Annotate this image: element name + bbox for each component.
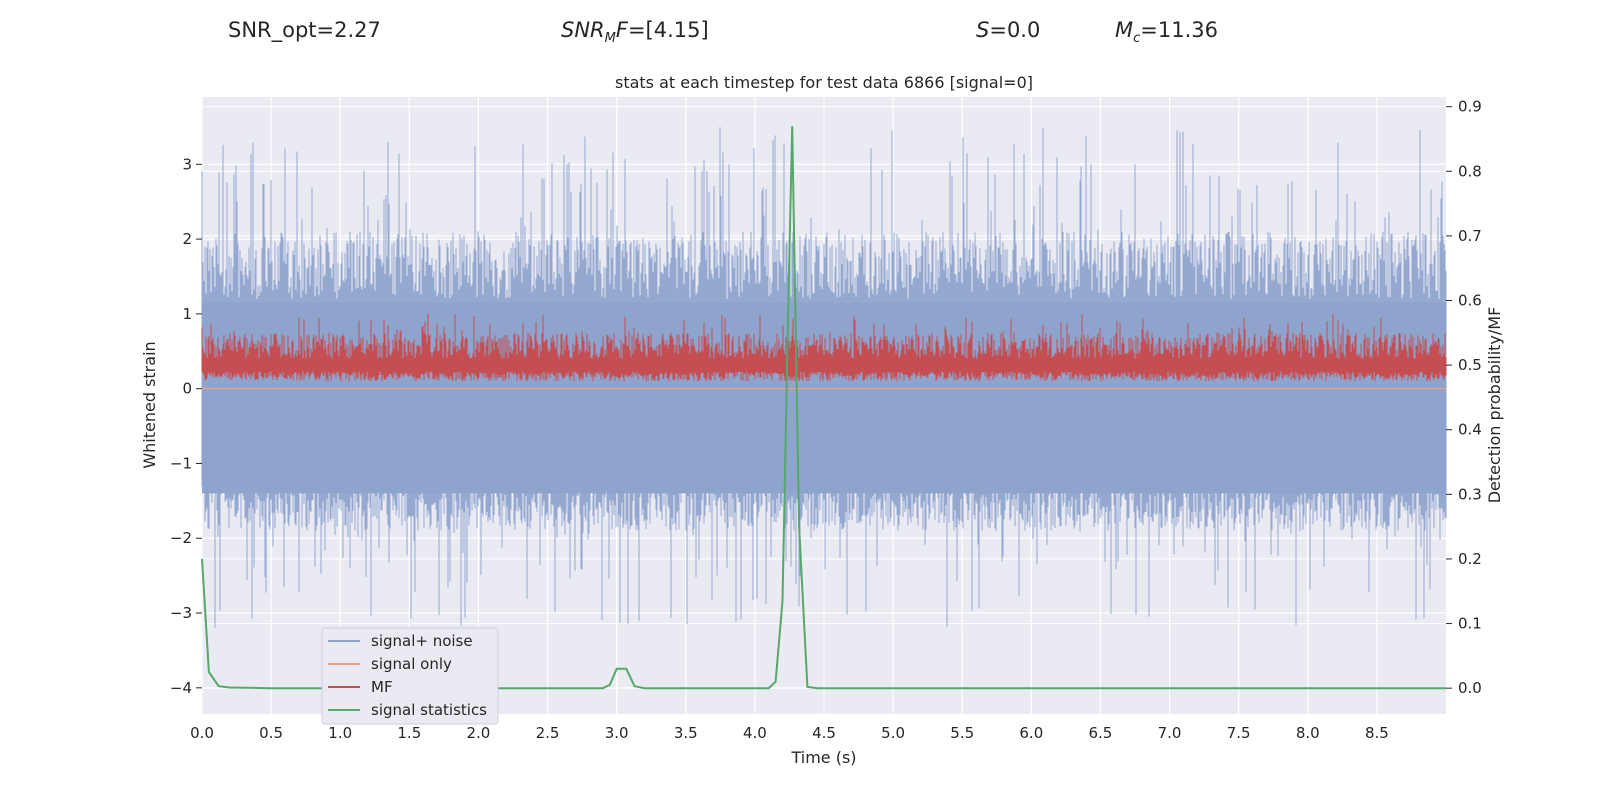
mc-label: Mc=11.36	[1115, 18, 1218, 46]
snr-mf-value: =[4.15]	[627, 18, 709, 42]
x-axis-label: Time (s)	[790, 748, 856, 767]
y-tick-label: 1	[182, 305, 192, 323]
x-tick-label: 8.0	[1296, 724, 1320, 742]
mc-subscript: c	[1133, 31, 1141, 47]
y-tick-label: −1	[170, 454, 192, 472]
y-axis-ticks: −4 −3 −2 −1 0 1 2 3	[170, 155, 202, 697]
y-tick-label: 0	[182, 380, 192, 398]
y-right-tick-label: 0.0	[1458, 679, 1482, 697]
snr-opt-text: SNR_opt=2.27	[228, 18, 381, 42]
x-tick-label: 0.0	[190, 724, 214, 742]
y-right-axis-ticks: 0.0 0.1 0.2 0.3 0.4 0.5 0.6 0.7 0.8 0.9	[1446, 98, 1482, 697]
y-tick-label: 3	[182, 155, 192, 173]
legend: signal+ noise signal only MF signal stat…	[321, 627, 499, 725]
y-right-tick-label: 0.7	[1458, 227, 1482, 245]
snr-mf-tail: F	[615, 18, 628, 42]
x-tick-label: 2.5	[536, 724, 560, 742]
chart-title: stats at each timestep for test data 686…	[615, 73, 1033, 92]
s-symbol: S	[976, 18, 990, 42]
y-tick-label: −2	[170, 529, 192, 547]
x-tick-label: 7.0	[1158, 724, 1182, 742]
y-tick-label: −4	[170, 679, 192, 697]
x-tick-label: 1.5	[397, 724, 421, 742]
y-tick-label: −3	[170, 604, 192, 622]
y-right-tick-label: 0.6	[1458, 292, 1482, 310]
mc-symbol: M	[1115, 18, 1134, 42]
y-axis-label: Whitened strain	[140, 341, 159, 468]
x-tick-label: 2.0	[467, 724, 491, 742]
x-tick-label: 3.0	[605, 724, 629, 742]
snr-mf-label: SNRMF=[4.15]	[561, 18, 709, 46]
y-right-tick-label: 0.5	[1458, 356, 1482, 374]
x-tick-label: 7.5	[1227, 724, 1251, 742]
y-right-tick-label: 0.9	[1458, 98, 1482, 116]
x-tick-label: 1.0	[328, 724, 352, 742]
legend-label-mf: MF	[371, 678, 393, 696]
series-signal-statistics	[201, 126, 1446, 690]
snr-mf-symbol: SNR	[561, 18, 605, 42]
x-tick-label: 5.0	[881, 724, 905, 742]
snr-opt-label: SNR_opt=2.27	[228, 18, 381, 42]
x-tick-label: 6.5	[1089, 724, 1113, 742]
x-tick-label: 5.5	[950, 724, 974, 742]
legend-label-stats: signal statistics	[371, 701, 487, 719]
mf-trace	[201, 313, 1447, 382]
x-tick-label: 8.5	[1365, 724, 1389, 742]
y-right-tick-label: 0.2	[1458, 550, 1482, 568]
series-mf	[201, 313, 1447, 382]
y-right-tick-label: 0.1	[1458, 615, 1482, 633]
s-value: =0.0	[989, 18, 1041, 42]
x-tick-label: 6.0	[1019, 724, 1043, 742]
x-tick-label: 4.0	[743, 724, 767, 742]
x-tick-label: 4.5	[812, 724, 836, 742]
x-axis-ticks: 0.0 0.5 1.0 1.5 2.0 2.5 3.0 3.5 4.0 4.5 5.0 5.5 6.0 6…	[190, 724, 1389, 742]
y-right-axis-label: Detection probability/MF	[1485, 307, 1504, 504]
mc-value: =11.36	[1140, 18, 1218, 42]
legend-label-noise: signal+ noise	[371, 632, 473, 650]
s-label: S=0.0	[976, 18, 1040, 42]
snr-mf-subscript: M	[604, 31, 616, 47]
y-right-tick-label: 0.8	[1458, 162, 1482, 180]
legend-label-signal-only: signal only	[371, 655, 452, 673]
legend-box	[321, 627, 499, 725]
y-tick-label: 2	[182, 230, 192, 248]
x-tick-label: 3.5	[674, 724, 698, 742]
noise-core	[202, 302, 1446, 494]
x-tick-label: 0.5	[259, 724, 283, 742]
signal-statistics-line	[201, 126, 1446, 690]
y-right-tick-label: 0.3	[1458, 485, 1482, 503]
y-right-tick-label: 0.4	[1458, 421, 1482, 439]
